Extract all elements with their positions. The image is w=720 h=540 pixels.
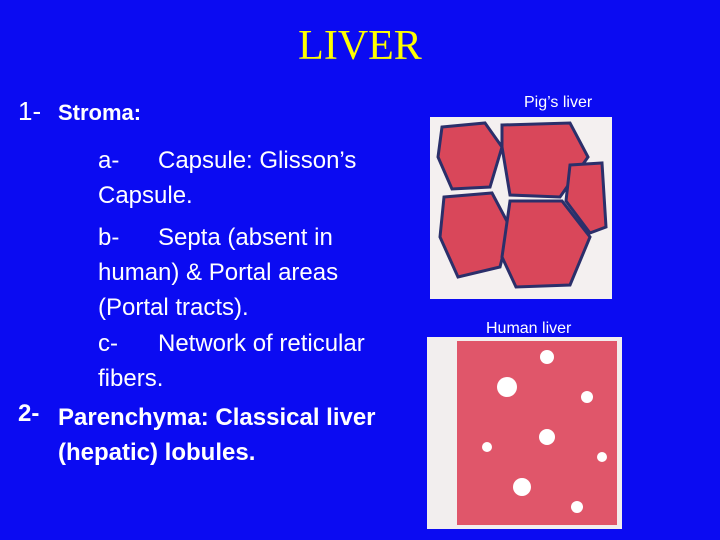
- subitem: a- Capsule: Glisson’s Capsule.: [98, 143, 390, 213]
- human-liver-image: [427, 337, 622, 529]
- pig-liver-image: [430, 117, 612, 299]
- subitem-text: Septa (absent in human) & Portal areas (…: [98, 224, 339, 321]
- subitem-marker: c-: [98, 330, 118, 357]
- item-text: Stroma:: [58, 100, 142, 125]
- subitem-text: Network of reticular fibers.: [98, 330, 365, 392]
- item-marker: 1-: [18, 96, 42, 126]
- item-text: Parenchyma: Classical liver (hepatic) lo…: [58, 404, 376, 466]
- subitem: c- Network of reticular fibers.: [98, 326, 390, 396]
- subitem-text: Capsule: Glisson’s Capsule.: [98, 147, 357, 209]
- subitem-marker: b-: [98, 224, 120, 251]
- subitem: b- Septa (absent in human) & Portal areas…: [98, 220, 390, 325]
- subitem-marker: a-: [98, 147, 120, 174]
- item-marker: 2-: [18, 400, 40, 427]
- figure-caption: Pig’s liver: [524, 94, 593, 111]
- slide-title: LIVER: [298, 23, 422, 69]
- figure-caption: Human liver: [486, 320, 572, 337]
